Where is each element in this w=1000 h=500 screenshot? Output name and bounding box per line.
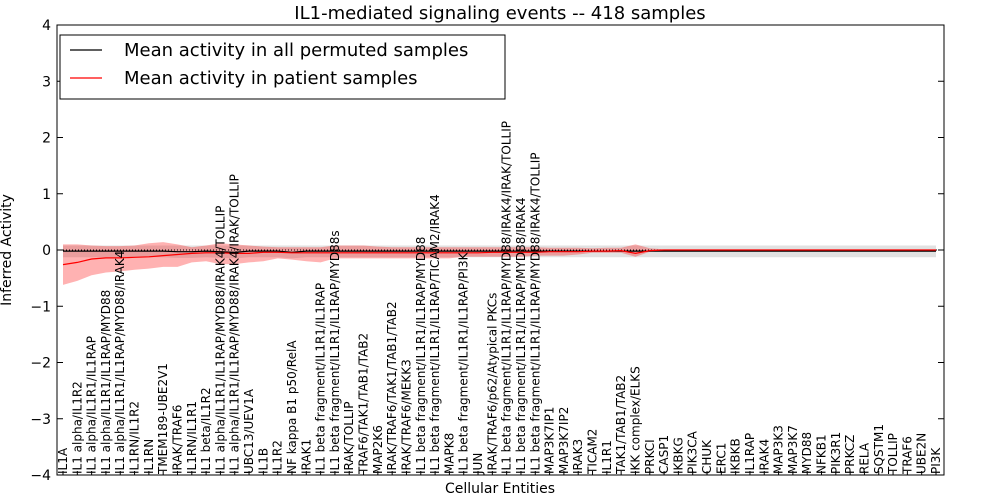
x-category-label: IL1RN bbox=[142, 439, 156, 474]
x-category-label: IL1 beta fragment/IL1R1/IL1RAP bbox=[314, 283, 328, 474]
x-category-label: IL1B bbox=[256, 448, 270, 474]
x-category-label: IRAK/TRAF6/TAK1/TAB1/TAB2 bbox=[385, 301, 399, 474]
y-tick-label: −3 bbox=[30, 412, 51, 428]
x-category-label: IL1 beta fragment/IL1R1/IL1RAP/MYD88 bbox=[414, 237, 428, 474]
x-category-label: MAP3K3 bbox=[772, 425, 786, 474]
x-category-label: IL1 beta/IL1R2 bbox=[199, 387, 213, 474]
x-category-label: JUN bbox=[471, 453, 485, 475]
x-category-label: IRAK/TRAF6/MEKK3 bbox=[400, 359, 414, 474]
x-category-label: TAK1/TAB1/TAB2 bbox=[614, 375, 628, 475]
y-tick-label: 3 bbox=[42, 74, 51, 90]
x-category-label: TOLLIP bbox=[886, 433, 900, 475]
legend-label-permuted: Mean activity in all permuted samples bbox=[124, 40, 468, 61]
x-category-label: IL1 beta fragment/IL1R1/IL1RAP/TICAM2/IR… bbox=[428, 194, 442, 474]
x-category-label: CASP1 bbox=[657, 435, 671, 474]
x-category-label: IL1A bbox=[56, 447, 70, 474]
x-category-label: IL1 alpha/IL1R1/IL1RAP/MYD88 bbox=[99, 290, 113, 474]
x-category-label: IL1RAP bbox=[743, 433, 757, 474]
x-category-label: IRAK4 bbox=[757, 439, 771, 474]
y-tick-label: −2 bbox=[30, 356, 51, 372]
x-category-label: MAP3K7 bbox=[786, 425, 800, 474]
series-line-patient bbox=[62, 249, 936, 266]
x-category-label: MAPK8 bbox=[442, 433, 456, 474]
x-category-label: CHUK bbox=[700, 439, 714, 474]
y-tick-label: 4 bbox=[42, 18, 51, 34]
x-category-label: PIK3CA bbox=[686, 430, 700, 474]
x-category-label: ERC1 bbox=[714, 443, 728, 474]
legend-box bbox=[59, 34, 506, 100]
x-category-label: IL1R2 bbox=[271, 440, 285, 474]
legend: Mean activity in all permuted samples Me… bbox=[59, 34, 506, 100]
y-axis-label: Inferred Activity bbox=[0, 194, 15, 306]
x-category-label: IRAK1 bbox=[299, 439, 313, 474]
x-category-label: IL1 beta fragment/IL1R1/IL1RAP/MYD88/IRA… bbox=[528, 153, 542, 474]
x-category-label: IL1RN/IL1R2 bbox=[128, 401, 142, 474]
y-tick-label: −4 bbox=[30, 468, 51, 484]
x-category-label: MAP2K6 bbox=[371, 425, 385, 474]
x-category-label: IL1 alpha/IL1R2 bbox=[70, 381, 84, 474]
y-tick-label: −1 bbox=[30, 299, 51, 315]
x-category-label: IL1RN/IL1R1 bbox=[185, 401, 199, 474]
x-category-label: IKBKG bbox=[671, 437, 685, 474]
x-category-label: IL1 beta fragment/IL1R1/IL1RAP/MYD88/IRA… bbox=[514, 197, 528, 474]
y-tick-label: 2 bbox=[42, 131, 51, 147]
chart-title: IL1-mediated signaling events -- 418 sam… bbox=[294, 3, 705, 24]
x-category-label: IL1 beta fragment/IL1R1/IL1RAP/PI3K bbox=[457, 251, 471, 474]
x-category-label: MAP3K7IP1 bbox=[543, 407, 557, 474]
y-tick-label: 0 bbox=[42, 243, 51, 259]
x-category-label: IL1R1 bbox=[600, 440, 614, 474]
x-category-label: IKK complex/ELKS bbox=[629, 366, 643, 474]
x-category-label: UBC13/UEV1A bbox=[242, 388, 256, 474]
x-category-label: IL1 alpha/IL1R1/IL1RAP/MYD88/IRAK4/IRAK/… bbox=[228, 174, 242, 474]
x-category-label: SQSTM1 bbox=[872, 424, 886, 474]
legend-label-patient: Mean activity in patient samples bbox=[124, 68, 418, 89]
x-category-label: IL1 beta fragment/IL1R1/IL1RAP/MYD88/IRA… bbox=[500, 121, 514, 474]
x-category-label: PI3K bbox=[929, 447, 943, 474]
x-axis-label: Cellular Entities bbox=[445, 481, 555, 497]
x-category-label: MAP3K7IP2 bbox=[557, 407, 571, 474]
series-line-permuted bbox=[63, 250, 936, 253]
x-category-label: TMEM189-UBE2V1 bbox=[156, 363, 170, 475]
x-category-label: PIK3R1 bbox=[829, 432, 843, 474]
x-category-label: IKBKB bbox=[729, 438, 743, 474]
x-category-label: IL1 beta fragment/IL1R1/IL1RAP/MYD88s bbox=[328, 230, 342, 474]
x-category-label: TRAF6 bbox=[900, 436, 914, 475]
x-category-label: IRAK/TRAF6 bbox=[171, 405, 185, 474]
x-category-label: NF kappa B1 p50/RelA bbox=[285, 340, 299, 474]
x-category-label: TICAM2 bbox=[586, 429, 600, 475]
x-category-label: IRAK3 bbox=[571, 439, 585, 474]
x-category-label: PRKCI bbox=[643, 439, 657, 474]
x-category-label: RELA bbox=[857, 442, 871, 474]
x-category-label: MYD88 bbox=[800, 432, 814, 474]
x-category-label: IRAK/TRAF6/p62/Atypical PKCs bbox=[485, 293, 499, 474]
y-tick-label: 1 bbox=[42, 187, 51, 203]
x-category-label: IL1 alpha/IL1R1/IL1RAP/MYD88/IRAK4 bbox=[113, 251, 127, 474]
x-category-label: IL1 alpha/IL1R1/IL1RAP bbox=[85, 336, 99, 474]
x-category-label: PRKCZ bbox=[843, 435, 857, 474]
x-category-label: IL1 alpha/IL1R1/IL1RAP/MYD88/IRAK4/TOLLI… bbox=[213, 206, 227, 474]
x-category-label: IRAK/TOLLIP bbox=[342, 402, 356, 474]
x-category-label: TRAF6/TAK1/TAB1/TAB2 bbox=[357, 333, 371, 475]
x-category-label: NFKB1 bbox=[815, 434, 829, 474]
x-category-label: UBE2N bbox=[915, 433, 929, 474]
